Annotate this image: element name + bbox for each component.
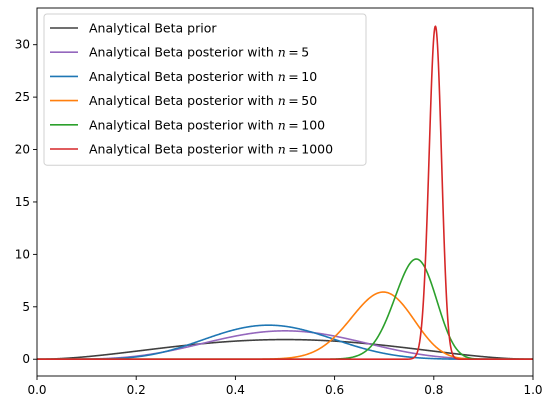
legend-entry-4: Analytical Beta posterior with n = 100 bbox=[89, 117, 325, 132]
legend-box bbox=[43, 13, 367, 166]
plot-frame bbox=[36, 7, 534, 377]
series-line-4 bbox=[37, 258, 533, 361]
x-tick-label: 1.0 bbox=[523, 383, 542, 397]
x-tick-label: 0.4 bbox=[226, 383, 245, 397]
y-tick-label: 5 bbox=[22, 300, 30, 314]
x-tick-label: 0.8 bbox=[424, 383, 443, 397]
legend-entry-5: Analytical Beta posterior with n = 1000 bbox=[89, 142, 333, 157]
y-tick-label: 20 bbox=[15, 143, 30, 157]
x-tick-label: 0.0 bbox=[27, 383, 46, 397]
legend: Analytical Beta prior Analytical Beta pos… bbox=[43, 13, 367, 166]
legend-entry-2: Analytical Beta posterior with n = 10 bbox=[89, 69, 317, 84]
x-tick-label: 0.2 bbox=[127, 383, 146, 397]
series-line-2 bbox=[37, 324, 533, 361]
legend-entry-1: Analytical Beta posterior with n = 5 bbox=[89, 45, 309, 60]
series-line-0 bbox=[37, 338, 533, 361]
series-line-5 bbox=[37, 25, 533, 361]
series-line-1 bbox=[37, 330, 533, 361]
y-tick-label: 15 bbox=[15, 195, 30, 209]
legend-entry-0: Analytical Beta prior bbox=[89, 21, 217, 36]
legend-entry-3: Analytical Beta posterior with n = 50 bbox=[89, 93, 317, 108]
y-tick-label: 25 bbox=[15, 90, 30, 104]
y-tick-label: 30 bbox=[15, 38, 30, 52]
axes-layer: 0.0 0.2 0.4 0.6 0.8 1.0 0 5 10 15 20 25 30 bbox=[15, 7, 543, 397]
series-layer bbox=[37, 25, 533, 361]
y-tick-label: 10 bbox=[15, 247, 30, 261]
x-tick-label: 0.6 bbox=[325, 383, 344, 397]
y-tick-label: 0 bbox=[22, 352, 30, 366]
